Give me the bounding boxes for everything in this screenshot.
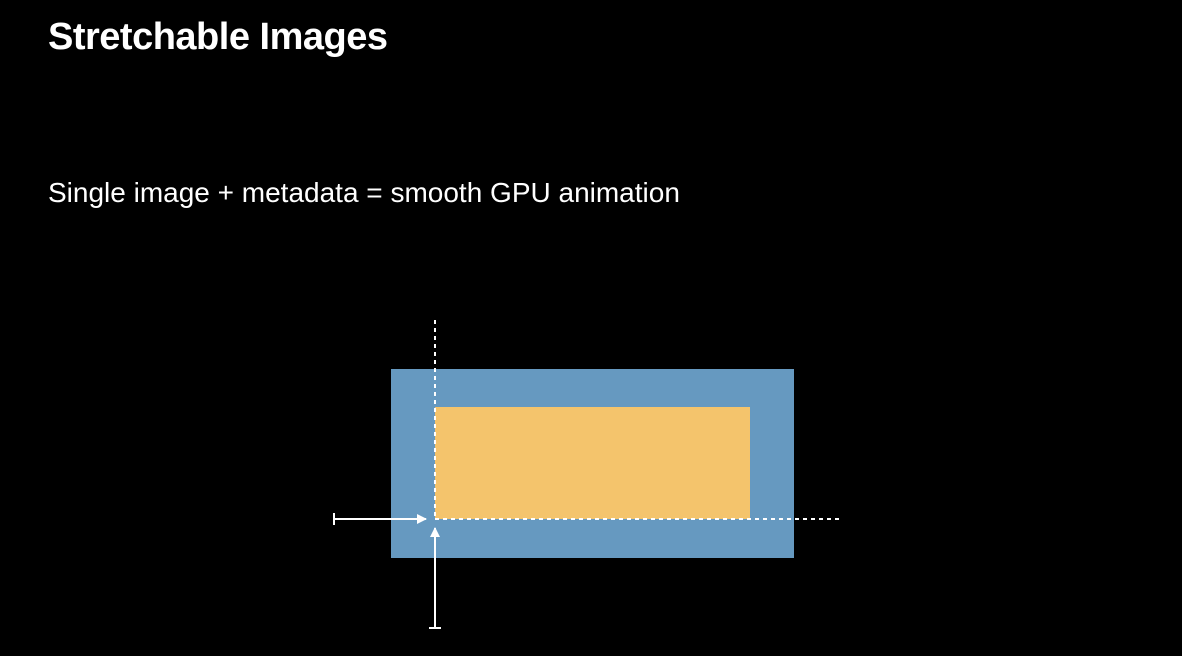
slide-title: Stretchable Images: [48, 16, 388, 58]
stretchable-region-rect: [435, 407, 750, 519]
horizontal-offset-arrow: [333, 513, 427, 525]
vertical-offset-arrow: [429, 527, 441, 629]
slide-subtitle: Single image + metadata = smooth GPU ani…: [48, 177, 680, 208]
